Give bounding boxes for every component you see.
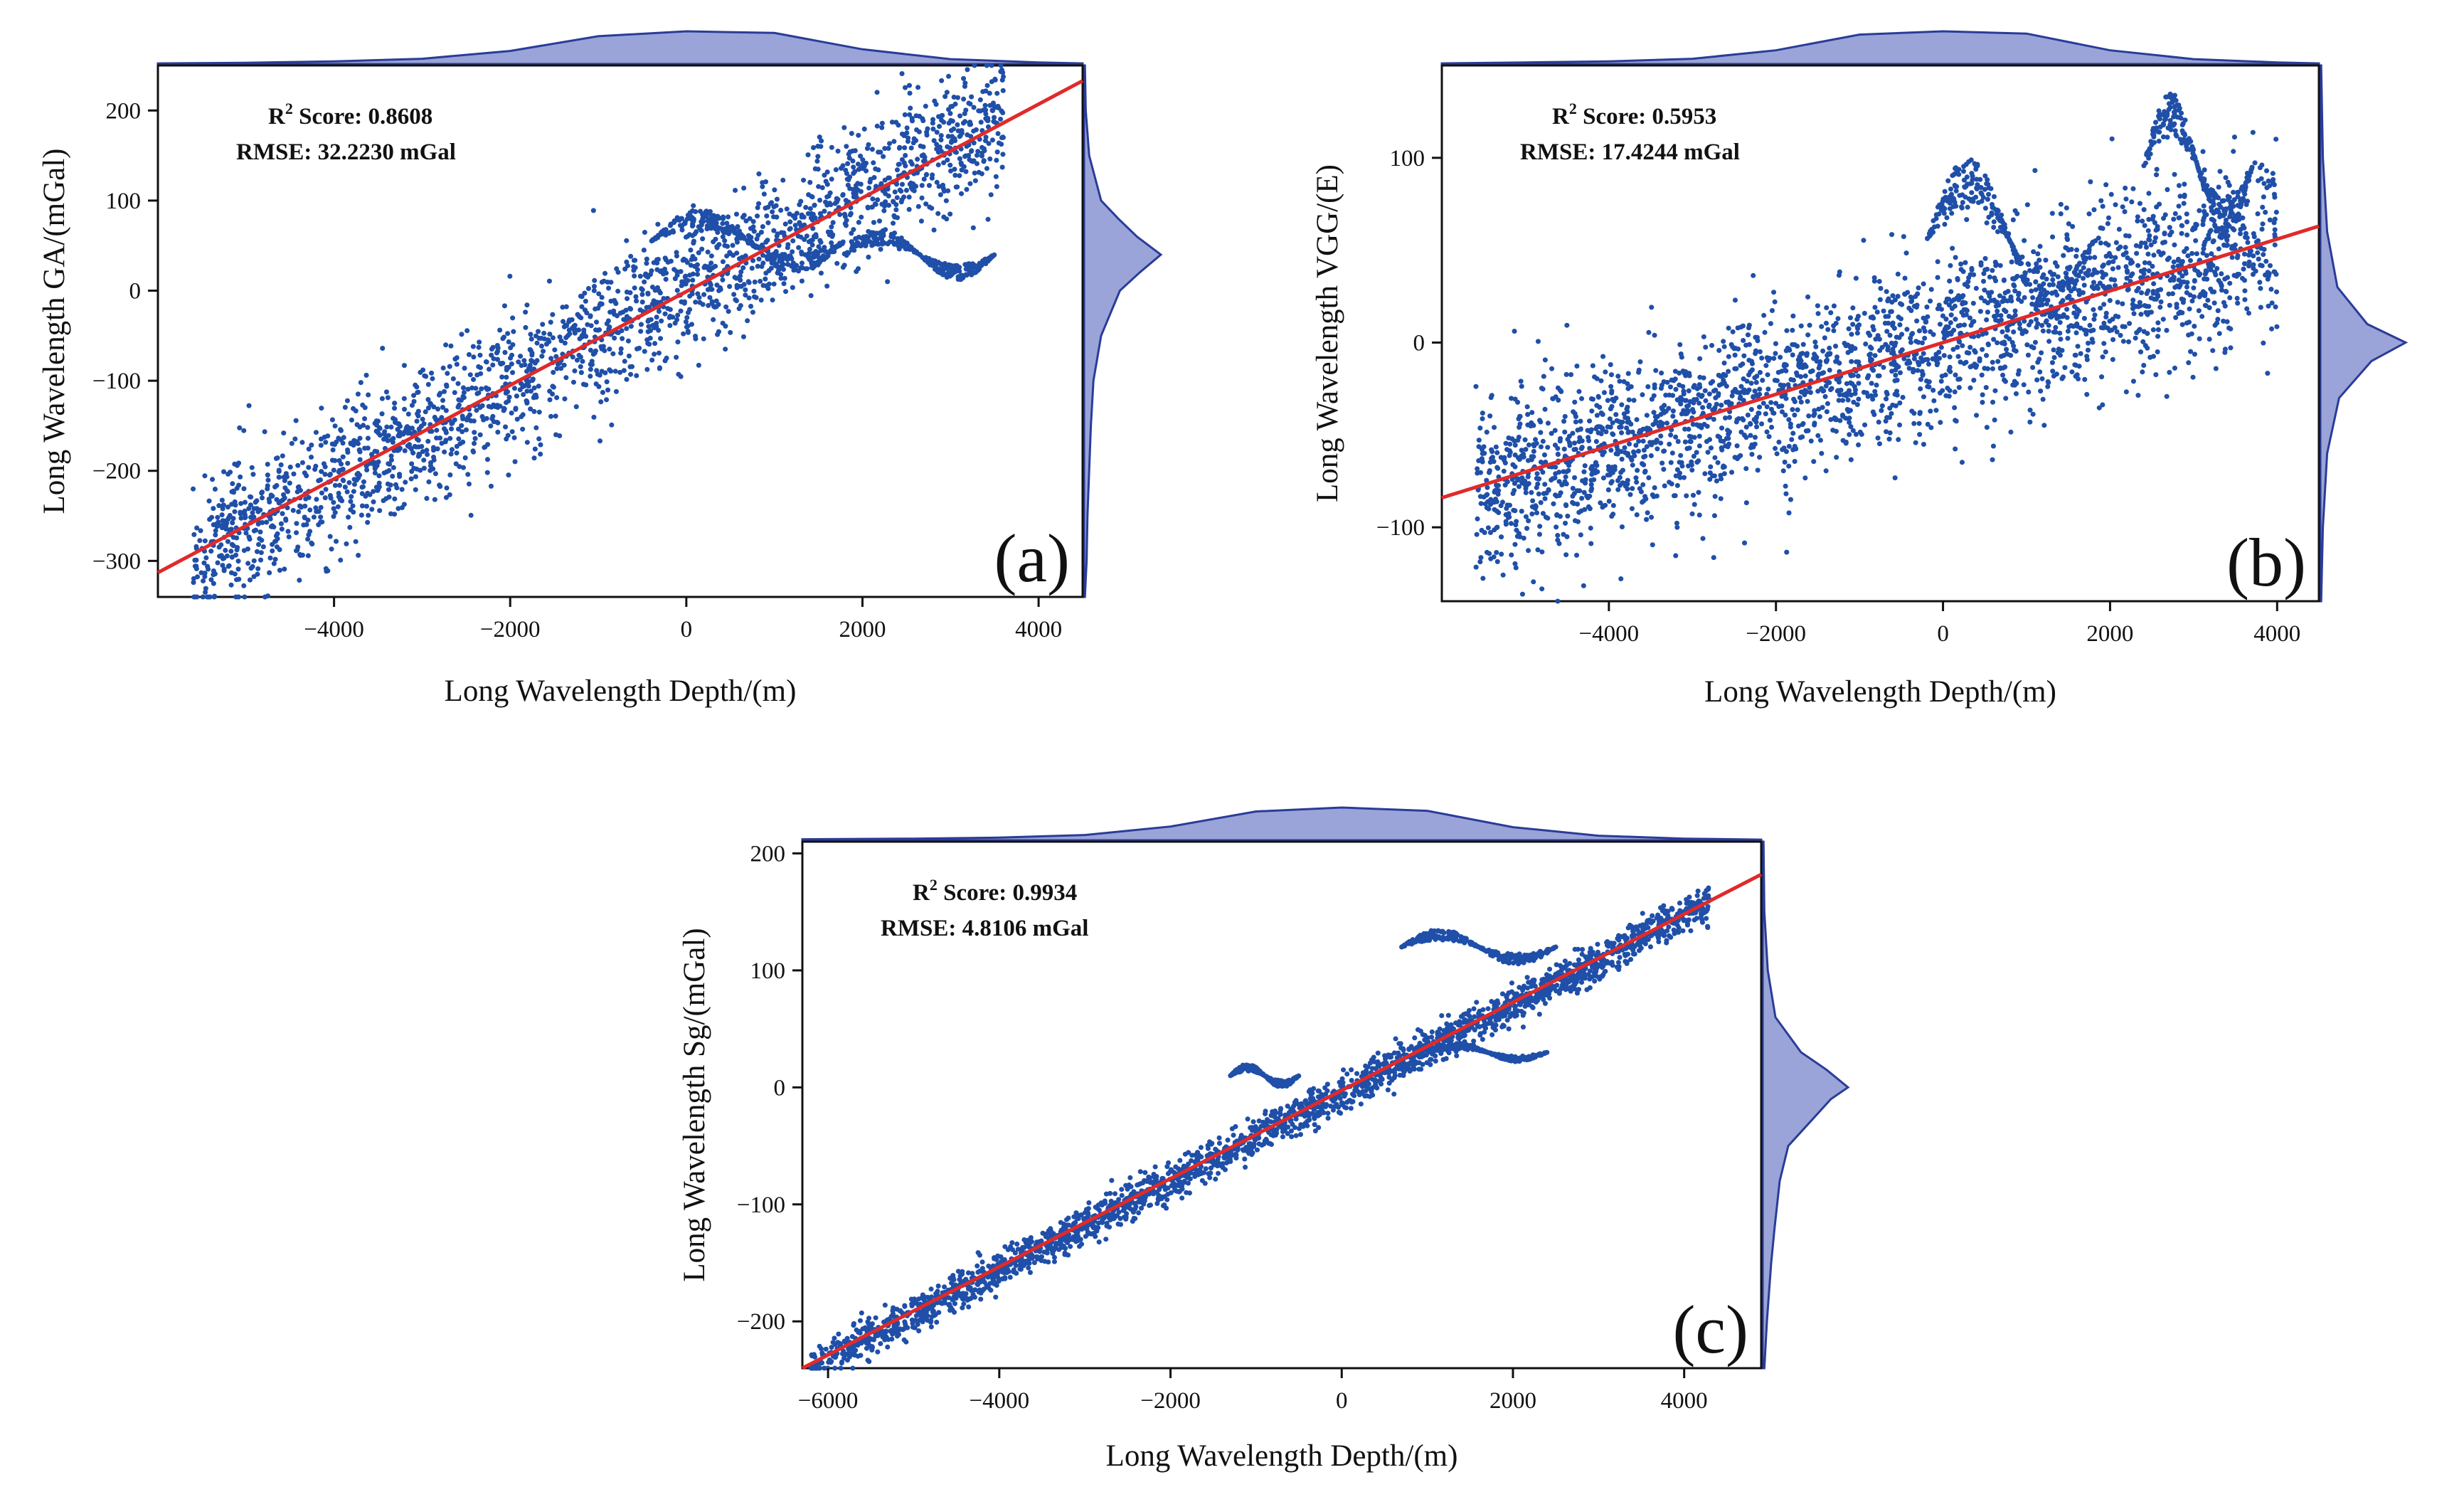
x-tick-label: 4000	[1015, 617, 1062, 642]
y-tick-label: 200	[750, 841, 786, 867]
panel-a-label: (a)	[994, 520, 1070, 596]
panel-b-x-axis: −4000 −2000 0 2000 4000	[1579, 601, 2300, 647]
x-tick-label: 4000	[1661, 1388, 1708, 1414]
panel-c-y-axis-label: Long Wavelength Sg/(mGal)	[678, 928, 711, 1281]
y-tick-label: 100	[1390, 146, 1425, 171]
panel-b-x-axis-label: Long Wavelength Depth/(m)	[1704, 675, 2056, 709]
panel-b-rmse: RMSE: 17.4244 mGal	[1520, 139, 1740, 165]
panel-b-r2-prefix: R	[1552, 104, 1570, 129]
x-marginal-curve	[156, 30, 1084, 65]
panel-b-y-marginal-density	[2319, 64, 2409, 603]
x-tick-label: −2000	[480, 617, 541, 642]
panel-a-y-marginal-density	[1083, 64, 1163, 598]
y-tick-label: 100	[750, 958, 786, 984]
x-tick-label: −4000	[1579, 621, 1640, 647]
panel-c: −6000 −4000 −2000 0 2000 4000 −200 −100 0 100 200…	[678, 806, 1850, 1473]
y-tick-label: 200	[106, 98, 142, 124]
panel-c-r2-score: R2 Score: 0.9934	[913, 876, 1077, 906]
x-tick-label: −4000	[304, 617, 364, 642]
y-marginal-curve	[2319, 64, 2409, 603]
panel-b-label: (b)	[2226, 524, 2306, 600]
panel-c-x-axis: −6000 −4000 −2000 0 2000 4000	[798, 1368, 1708, 1414]
panel-a-y-axis-label: Long Wavelength GA/(mGal)	[38, 148, 71, 514]
panel-a-rmse: RMSE: 32.2230 mGal	[236, 139, 456, 165]
panel-a-x-axis: −4000 −2000 0 2000 4000	[304, 597, 1062, 642]
panel-c-label: (c)	[1672, 1291, 1748, 1367]
panel-b-r2-score: R2 Score: 0.5953	[1552, 100, 1716, 129]
panel-c-fit-line	[801, 872, 1763, 1370]
x-marginal-curve	[801, 806, 1763, 842]
panel-a-fit-line	[156, 79, 1084, 575]
panel-c-r2-superscript: 2	[930, 876, 938, 894]
panel-c-x-axis-label: Long Wavelength Depth/(m)	[1106, 1439, 1458, 1473]
panel-b-scatter-points	[1473, 91, 2280, 604]
panel-a-y-axis: −300 −200 −100 0 100 200	[92, 98, 158, 574]
panel-a-r2-superscript: 2	[285, 100, 293, 117]
panel-b-plot-frame	[1440, 64, 2320, 603]
panel-b-x-marginal-density	[1440, 30, 2320, 65]
panel-c-plot-frame	[801, 840, 1763, 1370]
y-tick-label: −100	[1376, 515, 1425, 541]
panel-b-y-axis: −100 0 100	[1376, 146, 1442, 541]
y-tick-label: −200	[92, 459, 141, 485]
panel-c-rmse: RMSE: 4.8106 mGal	[881, 916, 1088, 941]
panel-a: −4000 −2000 0 2000 4000 −300−200−1000100200 …	[38, 30, 1163, 708]
x-tick-label: −2000	[1140, 1388, 1201, 1414]
panel-b: −4000 −2000 0 2000 4000 −100 0 100 Long Wavele…	[1311, 30, 2409, 709]
panel-c-r2-prefix: R	[913, 880, 930, 906]
scatter-cloud	[1473, 91, 2280, 604]
y-tick-label: 0	[1413, 330, 1425, 356]
y-tick-label: −100	[737, 1192, 785, 1218]
x-tick-label: 0	[1937, 621, 1949, 647]
x-tick-label: 4000	[2253, 621, 2300, 647]
y-marginal-curve	[1761, 840, 1850, 1370]
x-tick-label: 0	[1336, 1388, 1348, 1414]
x-tick-label: 2000	[839, 617, 886, 642]
panel-c-y-axis: −200 −100 0 100 200	[737, 841, 802, 1335]
y-marginal-curve	[1083, 64, 1163, 598]
panel-a-plot-frame	[156, 64, 1084, 598]
x-tick-label: 0	[681, 617, 693, 642]
panel-b-r2-superscript: 2	[1569, 100, 1577, 117]
panel-b-y-axis-label: Long Wavelength VGG/(E)	[1311, 164, 1344, 502]
x-tick-label: −6000	[798, 1388, 859, 1414]
panel-a-r2-prefix: R	[268, 104, 286, 129]
x-tick-label: 2000	[2086, 621, 2133, 647]
panel-b-r2-value: Score: 0.5953	[1577, 104, 1716, 129]
y-tick-label: 0	[774, 1075, 786, 1101]
y-tick-label: −100	[92, 369, 141, 394]
y-tick-label: 100	[106, 189, 142, 214]
panel-a-x-marginal-density	[156, 30, 1084, 65]
panel-b-fit-line	[1441, 224, 2320, 499]
y-tick-label: 0	[129, 279, 142, 305]
panel-a-r2-value: Score: 0.8608	[293, 104, 432, 129]
x-tick-label: 2000	[1489, 1388, 1536, 1414]
y-tick-label: −200	[737, 1309, 785, 1335]
panel-c-x-marginal-density	[801, 806, 1763, 842]
x-marginal-curve	[1440, 30, 2320, 65]
panel-c-y-marginal-density	[1761, 840, 1850, 1370]
panel-a-x-axis-label: Long Wavelength Depth/(m)	[445, 674, 797, 708]
x-tick-label: −4000	[970, 1388, 1030, 1414]
panel-c-r2-value: Score: 0.9934	[938, 880, 1077, 906]
panel-a-r2-score: R2 Score: 0.8608	[268, 100, 432, 129]
x-tick-label: −2000	[1746, 621, 1806, 647]
y-tick-label: −300	[92, 549, 141, 574]
